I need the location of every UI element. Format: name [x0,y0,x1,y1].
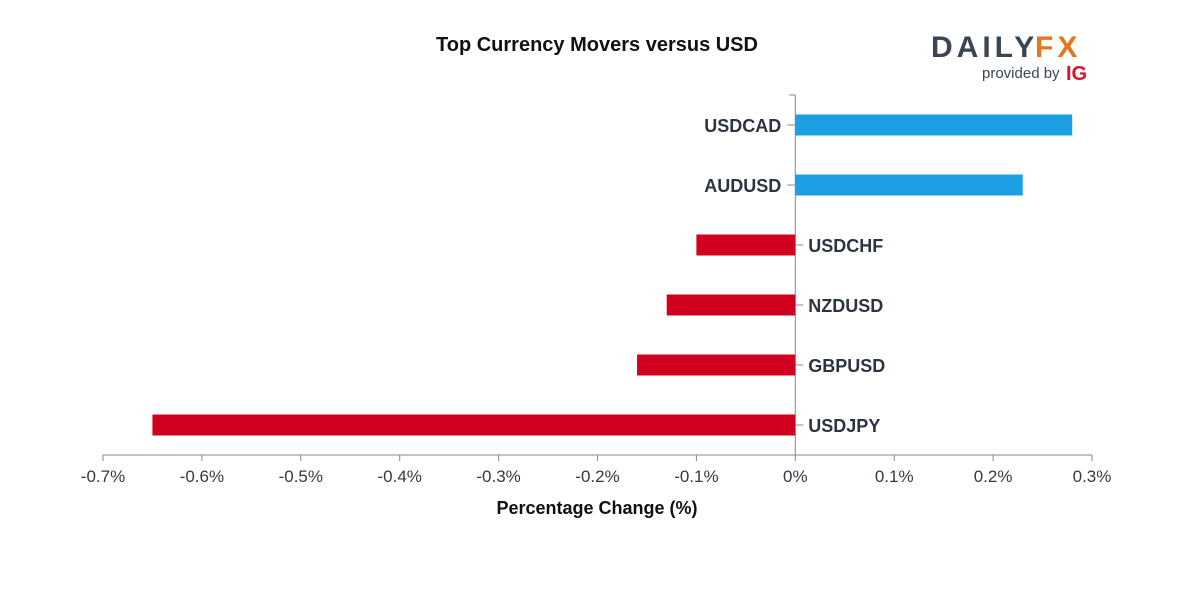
logo-fx-text: FX [1035,31,1081,64]
x-tick-label: -0.4% [377,467,421,486]
x-tick-label: 0.2% [974,467,1013,486]
category-label-gbpusd: GBPUSD [808,356,885,376]
x-tick-label: -0.7% [81,467,125,486]
x-tick-label: -0.2% [575,467,619,486]
x-tick-label: -0.1% [674,467,718,486]
x-tick-label: 0.3% [1073,467,1112,486]
category-label-usdjpy: USDJPY [808,416,880,436]
bar-nzdusd [666,294,796,316]
category-label-audusd: AUDUSD [704,176,781,196]
bar-usdjpy [152,414,796,436]
logo-daily-text: DAILY [931,31,1038,64]
plot-area: -0.7% -0.6% -0.5% -0.4% -0.3% -0.2% -0.1% 0% 0.1… [81,94,1112,486]
category-label-usdchf: USDCHF [808,236,883,256]
category-label-nzdusd: NZDUSD [808,296,883,316]
bar-usdchf [696,234,796,256]
ig-logo-text: IG [1066,63,1087,85]
category-label-usdcad: USDCAD [704,116,781,136]
logo-provided-by-text: provided by [982,65,1060,82]
x-tick-label: -0.6% [180,467,224,486]
dailyfx-logo: DAILY FX provided by IG [931,31,1087,85]
x-axis-title: Percentage Change (%) [496,498,697,518]
bar-audusd [795,174,1023,196]
chart-title: Top Currency Movers versus USD [436,34,758,56]
bar-usdcad [795,114,1073,136]
x-tick-label: -0.3% [476,467,520,486]
bar-gbpusd [637,354,796,376]
x-tick-label: 0% [783,467,808,486]
x-tick-label: -0.5% [279,467,323,486]
x-tick-label: 0.1% [875,467,914,486]
